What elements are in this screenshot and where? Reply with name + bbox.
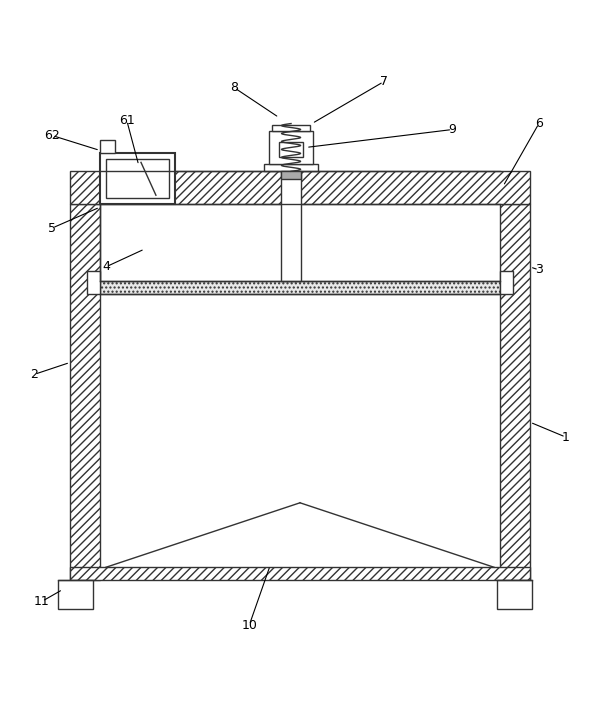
Bar [269, 131, 313, 164]
Bar [497, 580, 532, 609]
Text: 62: 62 [44, 129, 60, 142]
Bar [281, 171, 301, 179]
Bar [100, 280, 500, 294]
Bar [264, 164, 318, 171]
Bar [70, 171, 530, 204]
Text: 2: 2 [30, 368, 38, 381]
Text: 3: 3 [535, 264, 543, 276]
Bar [70, 567, 530, 580]
Text: 7: 7 [380, 75, 388, 88]
Bar [106, 159, 169, 198]
Text: 6: 6 [535, 117, 543, 130]
Bar [281, 171, 301, 280]
Bar [87, 271, 100, 294]
Text: 61: 61 [119, 114, 134, 127]
Bar [500, 271, 513, 294]
Bar [279, 142, 303, 157]
Bar [100, 154, 175, 204]
Bar [272, 125, 310, 131]
Text: 10: 10 [241, 619, 257, 632]
Bar [58, 580, 93, 609]
Bar [500, 204, 530, 580]
Bar [100, 140, 115, 154]
Text: 5: 5 [48, 222, 56, 235]
Text: 11: 11 [34, 595, 50, 608]
Text: 9: 9 [448, 123, 456, 136]
Bar [70, 204, 100, 580]
Text: 4: 4 [102, 260, 110, 273]
Text: 1: 1 [562, 430, 570, 444]
Text: 8: 8 [230, 81, 238, 94]
